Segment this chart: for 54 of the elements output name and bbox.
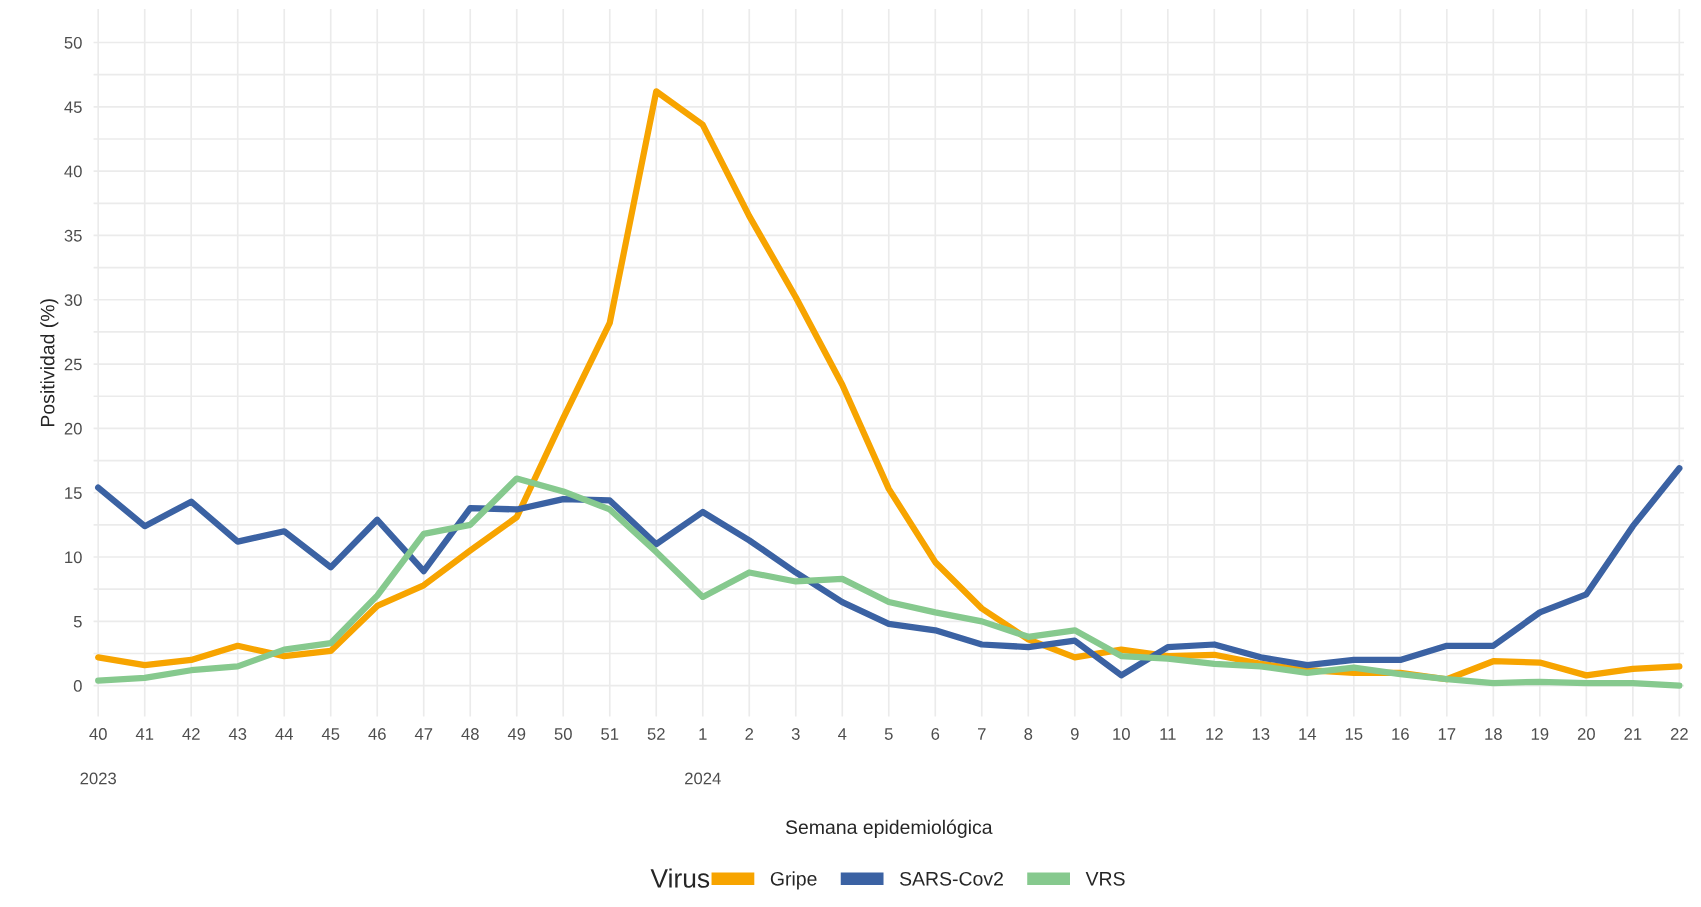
legend-label: Gripe <box>770 871 817 890</box>
x-tick-label: 48 <box>461 728 479 740</box>
y-tick-label: 50 <box>64 36 82 49</box>
x-tick-label: 49 <box>507 728 526 740</box>
x-tick-label: 5 <box>884 728 893 740</box>
x-tick-label: 11 <box>1160 728 1176 740</box>
y-tick-label: 25 <box>64 358 82 371</box>
y-tick-label: 40 <box>64 165 82 178</box>
y-tick-label: 0 <box>73 680 82 692</box>
y-tick-label: 10 <box>65 551 82 564</box>
x-tick-label: 1 <box>699 728 707 740</box>
x-tick-label: 16 <box>1392 728 1409 740</box>
x-tick-label: 15 <box>1345 728 1363 740</box>
y-tick-label: 45 <box>64 101 82 114</box>
x-tick-label: 4 <box>838 728 847 740</box>
legend-label: VRS <box>1085 871 1125 886</box>
x-tick-label: 44 <box>275 728 293 740</box>
y-axis-title: Positividad (%) <box>40 299 59 427</box>
x-tick-label: 47 <box>414 728 433 740</box>
x-tick-label: 41 <box>135 728 154 740</box>
x-tick-label: 43 <box>228 728 247 740</box>
legend-label: SARS-Cov2 <box>899 871 1003 886</box>
x-tick-label: 17 <box>1438 728 1456 740</box>
x-tick-label: 42 <box>182 728 200 740</box>
x-tick-label: 21 <box>1624 728 1642 740</box>
y-tick-label: 20 <box>64 422 82 435</box>
x-tick-label: 10 <box>1113 728 1130 740</box>
x-tick-label: 6 <box>931 728 940 740</box>
y-tick-label: 5 <box>73 615 82 628</box>
x-tick-label: 20 <box>1577 728 1595 740</box>
x-tick-label: 19 <box>1531 728 1549 740</box>
y-tick-label: 30 <box>64 294 82 306</box>
x-tick-label: 40 <box>89 728 107 740</box>
x-tick-label: 2 <box>745 728 754 740</box>
x-tick-label: 52 <box>647 728 665 740</box>
x-tick-label: 7 <box>978 728 986 740</box>
x-tick-label: 14 <box>1299 728 1317 740</box>
x-tick-label: 50 <box>554 728 572 740</box>
legend-title: Virus <box>650 868 710 888</box>
x-tick-label: 9 <box>1070 728 1079 740</box>
x-tick-label: 51 <box>601 728 619 740</box>
x-tick-label: 22 <box>1670 728 1688 740</box>
x-tick-label: 8 <box>1024 728 1033 740</box>
y-tick-label: 15 <box>65 487 82 499</box>
x-tick-label: 46 <box>368 728 386 740</box>
y-tick-label: 35 <box>64 229 82 242</box>
x-tick-label: 3 <box>791 728 800 740</box>
x-axis-title: Semana epidemiológica <box>785 819 993 838</box>
text: 2024 <box>685 772 721 785</box>
text: 2023 <box>80 772 117 785</box>
x-tick-label: 18 <box>1485 728 1502 740</box>
x-tick-label: 12 <box>1206 728 1223 740</box>
x-tick-label: 45 <box>321 728 340 740</box>
x-tick-label: 13 <box>1252 728 1270 740</box>
